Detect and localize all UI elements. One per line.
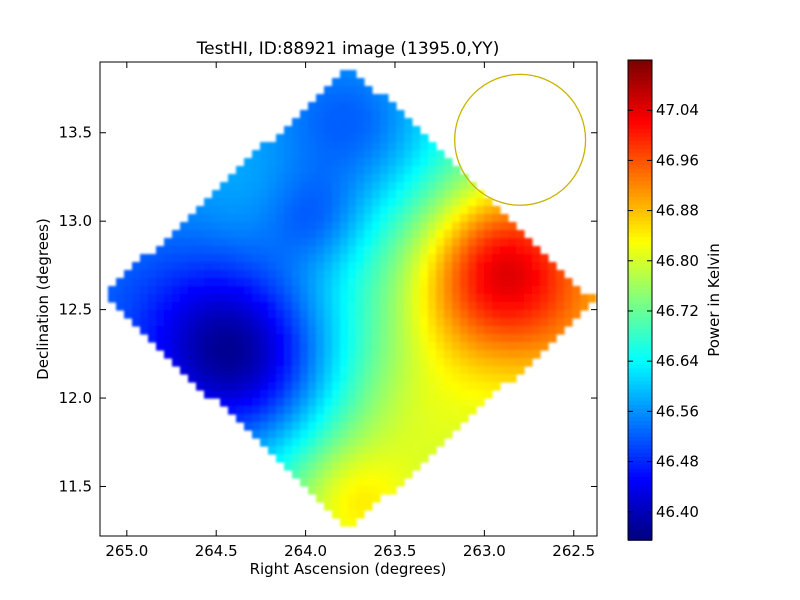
heatmap (108, 70, 597, 527)
colorbar: 46.40 46.48 46.56 46.64 46.72 46.80 46.88 46.96… (627, 59, 699, 541)
plot-frame (99, 61, 598, 537)
y-tick-label: 12.5 (59, 301, 92, 319)
colorbar-tick-label: 46.64 (656, 352, 699, 370)
x-tick-label: 265.0 (105, 542, 148, 560)
x-axis: 265.0 264.5 264.0 263.5 263.0 262.5 (105, 62, 595, 560)
colorbar-tick-label: 46.48 (656, 453, 699, 471)
x-axis-label: Right Ascension (degrees) (250, 560, 447, 578)
colorbar-label: Power in Kelvin (705, 243, 723, 357)
y-axis: 11.5 12.0 12.5 13.0 13.5 (59, 124, 597, 495)
beam-circle (454, 73, 587, 206)
colorbar-tick-label: 46.56 (656, 402, 699, 420)
y-tick-label: 11.5 (59, 477, 92, 495)
x-tick-label: 264.0 (284, 542, 327, 560)
x-tick-label: 264.5 (195, 542, 238, 560)
x-tick-label: 262.5 (552, 542, 595, 560)
x-tick-label: 263.5 (374, 542, 417, 560)
colorbar-tick-label: 46.80 (656, 252, 699, 270)
y-tick-label: 12.0 (59, 389, 92, 407)
colorbar-tick-label: 46.88 (656, 202, 699, 220)
chart-title: TestHI, ID:88921 image (1395.0,YY) (196, 39, 500, 59)
colorbar-tick-label: 46.96 (656, 151, 699, 169)
x-tick-label: 263.0 (463, 542, 506, 560)
colorbar-frame (627, 59, 653, 541)
colorbar-tick-label: 47.04 (656, 101, 699, 119)
y-tick-label: 13.0 (59, 212, 92, 230)
colorbar-tick-label: 46.72 (656, 302, 699, 320)
y-tick-label: 13.5 (59, 124, 92, 142)
colorbar-tick-label: 46.40 (656, 503, 699, 521)
y-axis-label: Declination (degrees) (34, 218, 52, 380)
